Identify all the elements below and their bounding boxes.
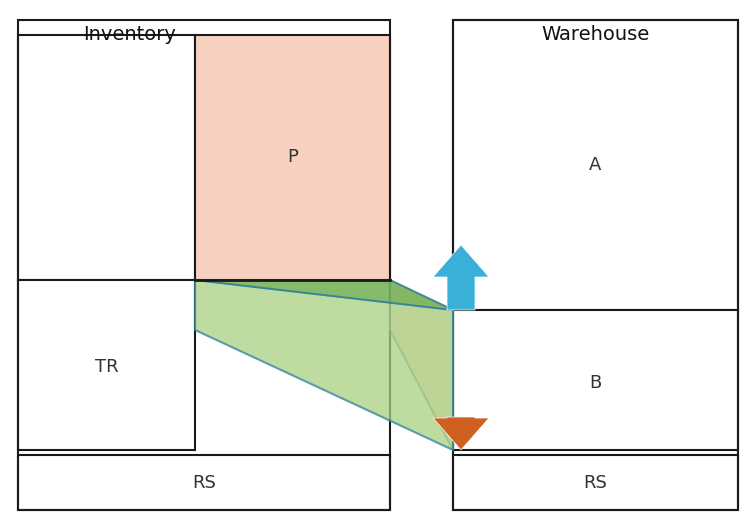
FancyArrow shape xyxy=(433,417,489,450)
Text: TR: TR xyxy=(95,358,118,376)
FancyArrow shape xyxy=(433,245,489,310)
Bar xyxy=(453,20,738,310)
Polygon shape xyxy=(390,280,453,450)
Polygon shape xyxy=(195,280,453,310)
Polygon shape xyxy=(195,280,453,450)
Bar xyxy=(18,35,195,280)
Text: Warehouse: Warehouse xyxy=(541,25,649,44)
Bar xyxy=(453,455,738,510)
Text: RS: RS xyxy=(584,474,608,492)
Bar xyxy=(453,310,738,450)
Text: P: P xyxy=(287,148,298,166)
Text: RS: RS xyxy=(192,474,216,492)
Bar xyxy=(453,20,738,510)
Bar xyxy=(18,280,195,450)
Text: A: A xyxy=(590,156,602,174)
Bar xyxy=(18,455,390,510)
Bar xyxy=(195,35,390,280)
Text: B: B xyxy=(590,373,602,391)
Bar xyxy=(18,20,390,510)
Text: Inventory: Inventory xyxy=(83,25,177,44)
